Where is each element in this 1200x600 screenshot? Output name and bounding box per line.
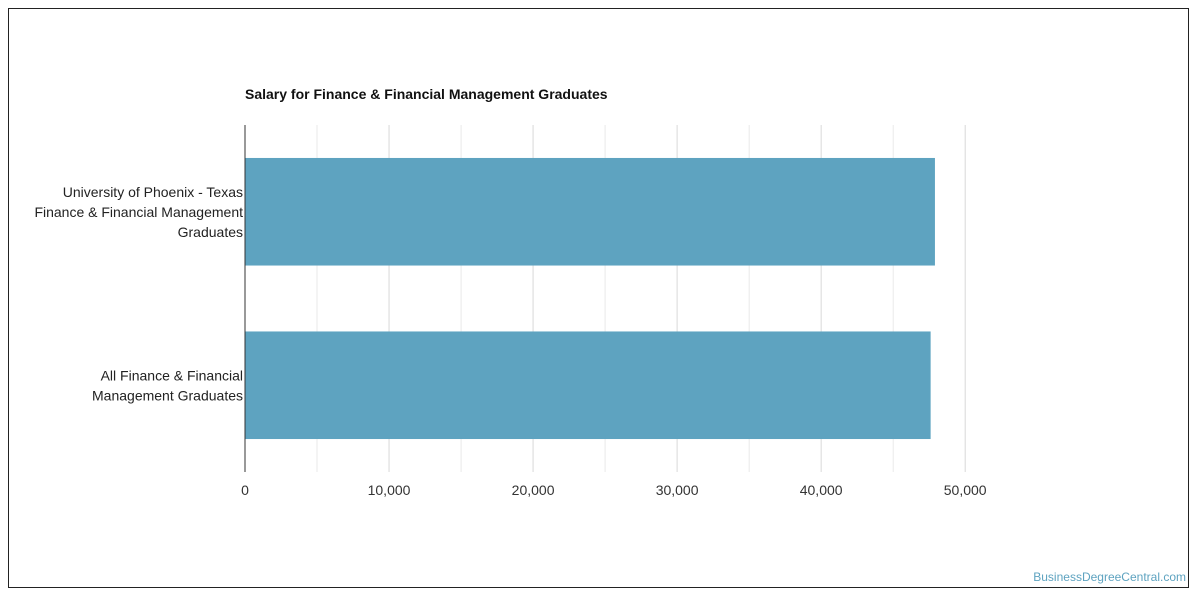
category-label-line: Finance & Financial Management <box>34 204 243 220</box>
x-tick-label: 50,000 <box>944 482 987 498</box>
x-tick-label: 0 <box>241 482 249 498</box>
category-label-line: University of Phoenix - Texas <box>63 184 243 200</box>
category-label-1: All Finance & Financial Management Gradua… <box>92 367 243 403</box>
x-tick-labels: 0 10,000 20,000 30,000 40,000 50,000 <box>241 482 987 498</box>
bar-1 <box>245 331 931 440</box>
watermark[interactable]: BusinessDegreeCentral.com <box>1033 570 1186 584</box>
chart-frame <box>8 8 1189 588</box>
bar-0 <box>245 157 935 266</box>
category-labels: University of Phoenix - Texas Finance & F… <box>34 184 243 404</box>
bars <box>245 157 935 440</box>
chart-title: Salary for Finance & Financial Managemen… <box>245 86 608 102</box>
x-tick-label: 40,000 <box>800 482 843 498</box>
category-label-line: Graduates <box>178 224 243 240</box>
category-label-line: All Finance & Financial <box>101 367 243 383</box>
x-tick-label: 20,000 <box>512 482 555 498</box>
category-label-line: Management Graduates <box>92 387 243 403</box>
x-tick-label: 10,000 <box>368 482 411 498</box>
category-label-0: University of Phoenix - Texas Finance & F… <box>34 184 243 240</box>
x-tick-label: 30,000 <box>656 482 699 498</box>
